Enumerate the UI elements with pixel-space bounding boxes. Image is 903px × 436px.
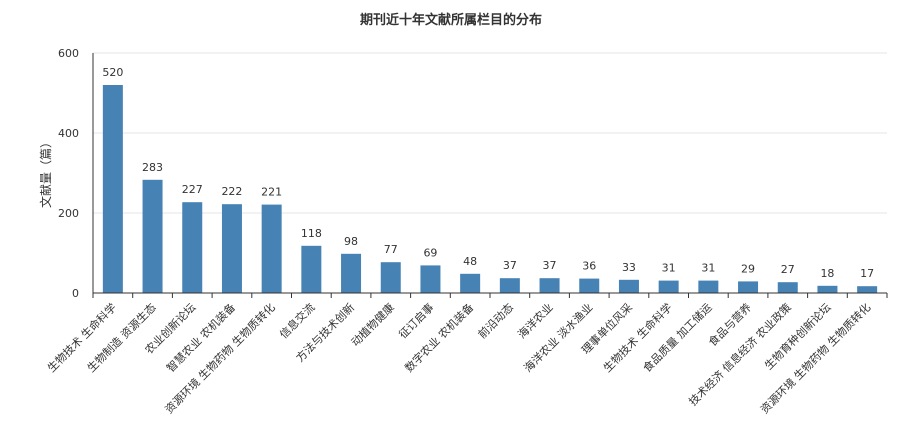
bar bbox=[618, 279, 639, 293]
data-label: 69 bbox=[423, 246, 437, 259]
bar bbox=[738, 281, 759, 293]
x-tick-label: 生物技术 生命科学 bbox=[600, 300, 675, 375]
data-label: 31 bbox=[701, 262, 715, 275]
bar bbox=[499, 278, 520, 293]
bar bbox=[102, 85, 123, 293]
x-tick-label: 海洋农业 bbox=[515, 300, 556, 341]
data-label: 221 bbox=[261, 186, 282, 199]
x-tick-label: 征订启事 bbox=[396, 301, 436, 341]
data-label: 37 bbox=[543, 259, 557, 272]
bars bbox=[102, 85, 878, 293]
x-tick-label: 动植物健康 bbox=[348, 300, 397, 349]
bar bbox=[698, 280, 719, 293]
data-label: 227 bbox=[182, 183, 203, 196]
bar bbox=[341, 253, 362, 293]
x-tick-label: 生物育种创新论坛 bbox=[761, 300, 833, 372]
gridlines bbox=[93, 52, 887, 214]
bar bbox=[221, 204, 242, 293]
data-label: 27 bbox=[781, 263, 795, 276]
bar bbox=[460, 273, 481, 293]
x-tick-label: 智慧农业 农机装备 bbox=[163, 300, 238, 375]
data-label: 118 bbox=[301, 227, 322, 240]
x-tick-label: 食品质量 加工储运 bbox=[640, 300, 715, 375]
data-label: 18 bbox=[820, 267, 834, 280]
bar bbox=[301, 245, 322, 293]
data-label: 48 bbox=[463, 255, 477, 268]
bar bbox=[380, 262, 401, 293]
x-tick-label: 生物制造 资源生态 bbox=[84, 300, 159, 375]
bar bbox=[142, 179, 163, 293]
bar bbox=[579, 278, 600, 293]
y-tick-label: 200 bbox=[58, 207, 79, 220]
x-tick-label: 信息交流 bbox=[276, 300, 317, 341]
bar bbox=[817, 285, 838, 293]
y-tick-label: 400 bbox=[58, 127, 79, 140]
data-label: 98 bbox=[344, 235, 358, 248]
bar bbox=[658, 280, 679, 293]
x-tick-label: 生物技术 生命科学 bbox=[44, 300, 119, 375]
y-tick-label: 0 bbox=[72, 287, 79, 300]
data-labels: 520 283 227 222 221 118 98 77 69 48 37 37 36 33 31 31 29… bbox=[102, 66, 874, 280]
y-tick-label: 600 bbox=[58, 47, 79, 60]
data-label: 31 bbox=[662, 262, 676, 275]
bar bbox=[182, 202, 203, 293]
y-axis-label: 文献量（篇） bbox=[38, 136, 53, 208]
data-label: 283 bbox=[142, 161, 163, 174]
data-label: 222 bbox=[221, 185, 242, 198]
data-label: 33 bbox=[622, 261, 636, 274]
data-label: 37 bbox=[503, 259, 517, 272]
x-tick-label: 海洋农业 淡水渔业 bbox=[521, 300, 596, 375]
data-label: 520 bbox=[102, 66, 123, 79]
bar bbox=[420, 265, 441, 293]
data-label: 17 bbox=[860, 267, 874, 280]
bar bbox=[539, 278, 560, 293]
bar bbox=[777, 282, 798, 293]
chart-title: 期刊近十年文献所属栏目的分布 bbox=[360, 12, 542, 28]
data-label: 36 bbox=[582, 260, 596, 273]
axes bbox=[92, 53, 888, 298]
bar bbox=[857, 286, 878, 293]
x-tick-label: 数字农业 农机装备 bbox=[402, 300, 477, 375]
y-tick-labels: 0 200 400 600 bbox=[58, 47, 79, 300]
data-label: 29 bbox=[741, 262, 755, 275]
data-label: 77 bbox=[384, 243, 398, 256]
x-tick-label: 前沿动态 bbox=[475, 300, 516, 341]
bar bbox=[261, 204, 282, 293]
